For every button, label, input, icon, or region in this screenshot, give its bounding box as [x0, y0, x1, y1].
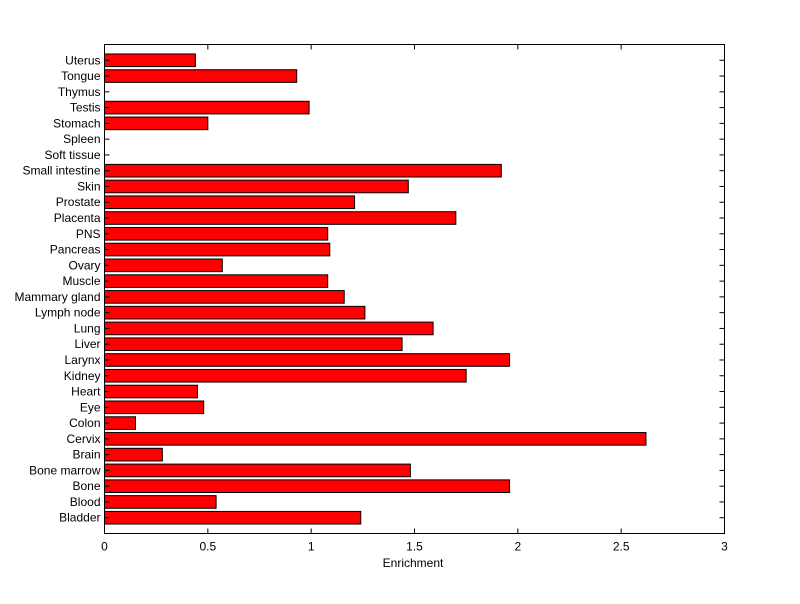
- x-axis-label: Enrichment: [383, 556, 444, 570]
- bars: [104, 53, 647, 525]
- y-tick-label: Spleen: [63, 132, 100, 146]
- y-tick-label: Kidney: [64, 369, 101, 383]
- bar-heart: [104, 384, 198, 399]
- x-tick-label: 3: [721, 540, 728, 554]
- bar-liver: [104, 337, 403, 352]
- bar-blood: [104, 495, 217, 509]
- x-tick-label: 1.5: [406, 540, 423, 554]
- bar-kidney: [104, 368, 467, 383]
- bar-prostate: [104, 195, 356, 210]
- bar-ovary: [104, 258, 223, 273]
- x-tick-label: 0: [101, 540, 108, 554]
- bar-lung: [104, 321, 434, 336]
- y-tick-label: Soft tissue: [44, 148, 100, 162]
- y-tick-label: Muscle: [62, 274, 100, 288]
- y-tick-label: Bone marrow: [29, 463, 101, 477]
- y-tick-label: Cervix: [66, 432, 100, 446]
- bar-lymph-node: [104, 305, 366, 320]
- x-tick-label: 0.5: [199, 540, 216, 554]
- ticks: [104, 44, 725, 534]
- bar-pns: [104, 226, 329, 241]
- y-tick-label: Mammary gland: [14, 290, 100, 304]
- bar-bone: [104, 479, 511, 493]
- bar-cervix: [104, 432, 647, 446]
- y-tick-label: Small intestine: [22, 164, 100, 178]
- y-tick-label: Skin: [77, 179, 100, 193]
- bar-tongue: [104, 69, 298, 83]
- y-tick-label: Eye: [80, 400, 101, 414]
- bar-pancreas: [104, 242, 331, 257]
- y-tick-label: PNS: [76, 227, 101, 241]
- bar-stomach: [104, 116, 209, 131]
- y-tick-label: Colon: [69, 416, 100, 430]
- bar-bone-marrow: [104, 463, 411, 478]
- bar-testis: [104, 100, 310, 115]
- y-tick-label: Lung: [74, 321, 101, 335]
- y-tick-label: Ovary: [68, 258, 100, 272]
- y-tick-label: Tongue: [61, 69, 101, 83]
- x-tick-label: 2.5: [613, 540, 630, 554]
- y-tick-label: Stomach: [53, 116, 100, 130]
- bar-uterus: [104, 53, 196, 68]
- y-tick-label: Uterus: [65, 53, 100, 67]
- y-tick-label: Larynx: [64, 353, 100, 367]
- x-tick-label: 1: [308, 540, 315, 554]
- bar-placenta: [104, 211, 457, 225]
- y-tick-label: Lymph node: [35, 306, 101, 320]
- y-tick-label: Heart: [71, 385, 101, 399]
- y-tick-label: Bladder: [59, 511, 100, 525]
- y-tick-label: Bone: [72, 479, 100, 493]
- y-tick-label: Liver: [74, 337, 100, 351]
- bar-muscle: [104, 274, 329, 288]
- bar-small-intestine: [104, 163, 502, 178]
- bar-eye: [104, 400, 205, 415]
- bar-bladder: [104, 510, 362, 525]
- bar-skin: [104, 179, 409, 194]
- x-tick-label: 2: [514, 540, 521, 554]
- y-tick-label: Placenta: [54, 211, 101, 225]
- y-tick-label: Pancreas: [50, 243, 101, 257]
- y-tick-label: Testis: [70, 101, 101, 115]
- bar-mammary-gland: [104, 290, 345, 304]
- y-tick-label: Thymus: [58, 85, 101, 99]
- y-tick-label: Prostate: [56, 195, 101, 209]
- bar-larynx: [104, 353, 511, 367]
- y-tick-label: Blood: [70, 495, 101, 509]
- bar-brain: [104, 447, 163, 462]
- y-tick-label: Brain: [72, 448, 100, 462]
